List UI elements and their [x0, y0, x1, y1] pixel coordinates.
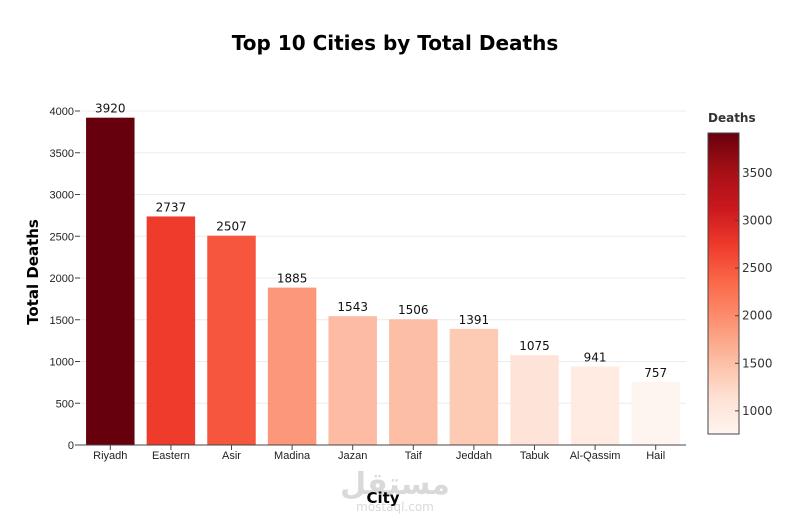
bar-jeddah	[449, 328, 499, 445]
y-tick-label: 2500	[50, 231, 74, 243]
colorbar-tick-label: 1000	[742, 404, 773, 418]
data-label: 757	[644, 366, 667, 380]
x-tick-label: Tabuk	[520, 450, 550, 462]
bar-taif	[389, 319, 438, 445]
watermark: مستقل mostaql.com	[340, 467, 450, 514]
y-tick-label: 1500	[50, 315, 74, 327]
y-tick-label: 4000	[50, 106, 74, 118]
watermark-arabic: مستقل	[340, 467, 450, 502]
colorbar: Deaths 1000 1500 2000 2500 3000 3500	[707, 111, 773, 435]
x-tick-label: Jazan	[338, 450, 367, 462]
bar-jazan	[328, 316, 377, 445]
colorbar-title: Deaths	[708, 111, 756, 125]
x-tick-label: Riyadh	[93, 450, 127, 462]
x-tick-label: Jeddah	[456, 450, 492, 462]
data-label: 1885	[277, 272, 308, 286]
x-tick-label: Al-Qassim	[570, 450, 621, 462]
bar-hail	[631, 381, 680, 445]
bar-tabuk	[510, 355, 559, 445]
data-label-group: 3920 2737 2507 1885 1543 1506 1391 1075 941 757	[95, 102, 667, 380]
colorbar-tick-label: 2000	[742, 309, 773, 323]
y-axis-title: Total Deaths	[24, 219, 42, 325]
data-label: 3920	[95, 102, 126, 116]
x-axis-title: City	[366, 489, 399, 507]
y-tick-label: 0	[68, 440, 74, 452]
x-tick-label: Madina	[274, 450, 311, 462]
bar-madina	[267, 287, 317, 445]
y-tick-label: 3500	[50, 148, 74, 160]
bar-al-qassim	[570, 366, 620, 445]
data-label: 2507	[216, 220, 247, 234]
x-tick-label: Asir	[222, 450, 241, 462]
data-label: 941	[584, 350, 607, 364]
y-tick-label: 500	[56, 398, 74, 410]
y-tick-label: 1000	[50, 357, 74, 369]
data-label: 1543	[337, 300, 368, 314]
colorbar-ticks: 1000 1500 2000 2500 3000 3500	[735, 166, 773, 418]
chart-title: Top 10 Cities by Total Deaths	[232, 31, 558, 55]
bar-asir	[207, 235, 256, 445]
x-tick-label: Eastern	[152, 450, 190, 462]
colorbar-tick-label: 3000	[742, 214, 773, 228]
colorbar-gradient	[707, 132, 740, 435]
x-tick-label: Hail	[646, 450, 665, 462]
data-label: 1506	[398, 303, 429, 317]
y-tick-label: 3000	[50, 190, 74, 202]
bar-eastern	[146, 216, 196, 445]
y-tick-label: 2000	[50, 273, 74, 285]
x-tick-label: Taif	[405, 450, 423, 462]
watermark-latin: mostaql.com	[356, 500, 434, 514]
data-label: 2737	[156, 200, 187, 214]
bar-riyadh	[86, 117, 135, 446]
colorbar-tick-label: 3500	[742, 166, 773, 180]
y-axis-ticks: 0 500 1000 1500 2000 2500 3000 3500 4000	[50, 106, 80, 452]
colorbar-tick-label: 2500	[742, 261, 773, 275]
bar-group	[86, 117, 680, 446]
data-label: 1391	[459, 313, 490, 327]
colorbar-tick-label: 1500	[742, 356, 773, 370]
x-axis-ticks: Riyadh Eastern Asir Madina Jazan Taif Jeddah Ta…	[93, 445, 665, 462]
data-label: 1075	[519, 339, 550, 353]
